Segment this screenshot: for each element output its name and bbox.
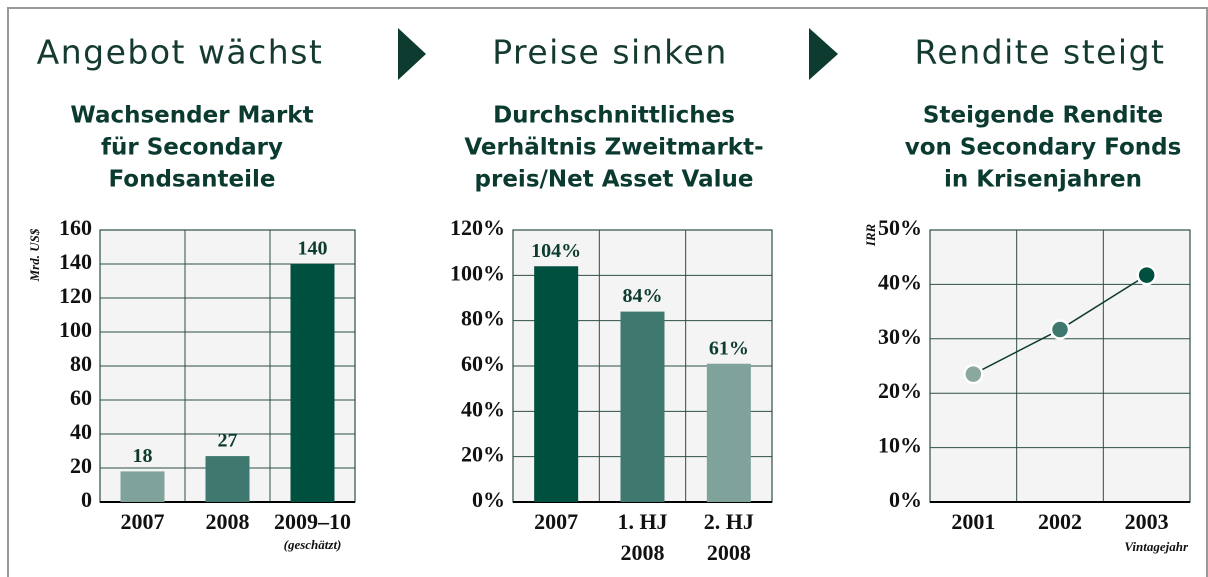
y-tick-label: 40% [878,269,922,294]
value-label: 84% [623,285,663,307]
value-label: 140 [298,238,328,260]
section-title: Preise sinken [492,33,728,72]
bar [534,266,579,502]
x-tick-label: 2. HJ [704,509,754,534]
arrow [809,28,838,80]
chart-title: Fondsanteile [109,167,276,193]
bar [620,311,665,502]
x-note: (geschätzt) [284,537,342,552]
chart-title: Wachsender Markt [70,103,313,129]
bar [120,471,165,502]
point [1049,319,1071,340]
x-tick-label: 2008 [707,540,751,565]
section-title: Rendite steigt [914,33,1165,72]
x-tick-label: 1. HJ [617,509,667,534]
y-axis-label: IRR [863,223,878,247]
chart-title: von Secondary Fonds [905,135,1182,161]
y-tick-label: 20 [70,453,92,478]
point [1136,264,1157,286]
y-tick-label: 80% [461,306,505,331]
y-tick-label: 140 [59,249,92,274]
y-tick-label: 100% [450,260,505,285]
x-axis-label: Vintagejahr [1124,539,1189,554]
y-tick-label: 30% [878,324,922,349]
y-tick-label: 10% [878,433,922,458]
y-tick-label: 20% [461,442,505,467]
x-tick-label: 2007 [121,509,165,534]
y-tick-label: 60% [461,351,505,376]
x-tick-label: 2002 [1038,509,1082,534]
y-tick-label: 0% [889,487,922,512]
y-tick-label: 60 [70,385,92,410]
y-tick-label: 0 [81,487,92,512]
y-axis-label: Mrd. US$ [27,228,42,282]
bar [205,456,250,502]
chart-title: Verhältnis Zweitmarkt- [464,135,763,161]
y-tick-label: 40 [70,419,92,444]
value-label: 104% [531,240,581,262]
frame [7,7,1208,577]
chart-title: Durchschnittliches [493,103,735,129]
value-label: 27 [218,430,238,452]
value-label: 61% [709,337,749,359]
arrow [398,28,426,80]
section-title: Angebot wächst [37,33,324,72]
y-tick-label: 120 [59,283,92,308]
x-tick-label: 2003 [1125,509,1169,534]
x-tick-label: 2008 [206,509,250,534]
y-tick-label: 50% [878,215,922,240]
bar [290,264,335,502]
point [963,363,984,385]
y-tick-label: 80 [70,351,92,376]
chart-title: Steigende Rendite [923,103,1163,129]
chart-title: in Krisenjahren [944,167,1142,193]
value-label: 18 [133,445,153,467]
x-tick-label: 2007 [534,509,578,534]
chart-title: preis/Net Asset Value [475,167,754,193]
x-tick-label: 2008 [621,540,665,565]
y-tick-label: 100 [59,317,92,342]
y-tick-label: 120% [450,215,505,240]
x-tick-label: 2009–10 [274,509,351,534]
y-tick-label: 160 [59,215,92,240]
y-tick-label: 40% [461,396,505,421]
bar [706,363,751,502]
y-tick-label: 20% [878,378,922,403]
y-tick-label: 0% [472,487,505,512]
chart-title: für Secondary [101,135,283,161]
x-tick-label: 2001 [951,509,995,534]
